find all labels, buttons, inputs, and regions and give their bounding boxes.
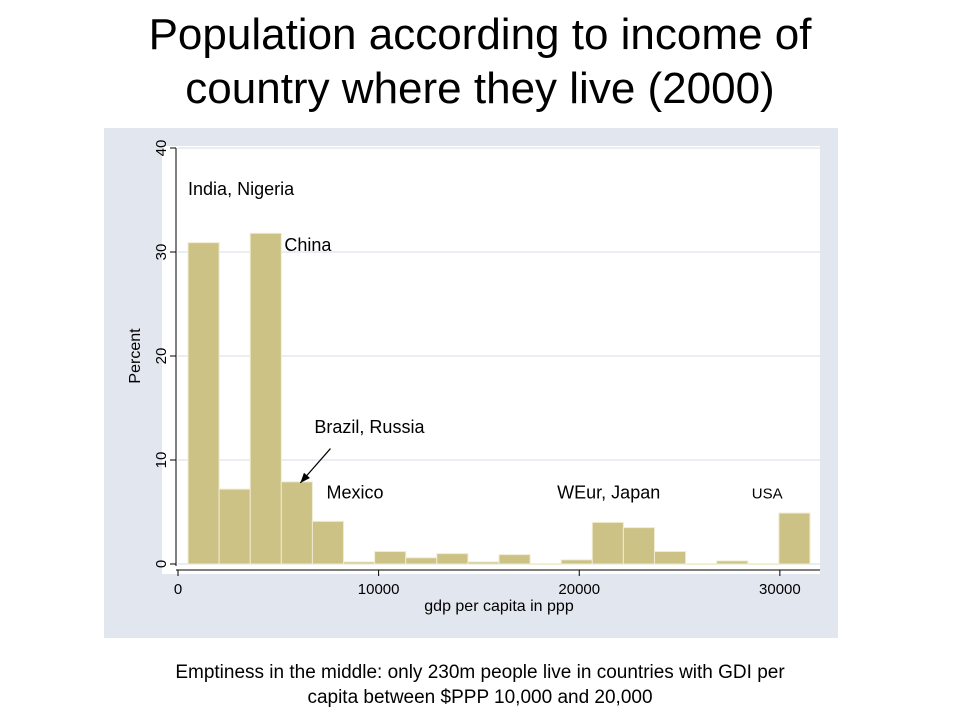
annotation-1: China [284, 235, 332, 255]
bar-7 [405, 557, 438, 565]
bar-1 [218, 488, 251, 565]
bar-6 [374, 551, 407, 565]
y-tick-label-0: 0 [153, 560, 170, 568]
annotation-arrow-head [300, 472, 310, 483]
x-tick-label-0: 0 [174, 581, 182, 598]
caption: Emptiness in the middle: only 230m peopl… [0, 660, 960, 710]
caption-line-2: capita between $PPP 10,000 and 20,000 [307, 687, 653, 708]
bar-14 [622, 527, 655, 565]
histogram-chart: 0 10 20 30 40 0 10000 20000 30000 gdp per capita … [104, 128, 838, 638]
bar-19 [778, 512, 811, 565]
x-axis-label: gdp per capita in ppp [424, 598, 574, 615]
bar-11 [529, 563, 562, 565]
bar-2 [249, 232, 282, 565]
bar-9 [467, 561, 500, 565]
bar-15 [653, 551, 687, 565]
chart-svg: 0 10 20 30 40 0 10000 20000 30000 gdp per capita … [104, 128, 838, 638]
bar-3 [280, 481, 313, 565]
y-tick-label-3: 30 [153, 244, 170, 261]
annotation-0: India, Nigeria [188, 179, 295, 199]
bar-13 [591, 521, 624, 565]
y-axis-label: Percent [127, 328, 144, 384]
x-tick-label-2: 20000 [558, 581, 600, 598]
annotations: India, Nigeria China Brazil, Russia Mexico W… [188, 179, 783, 503]
title-line-2: country where they live (2000) [185, 64, 775, 113]
bar-0 [187, 242, 220, 565]
x-tick-label-3: 30000 [759, 581, 801, 598]
caption-line-1: Emptiness in the middle: only 230m peopl… [175, 662, 785, 683]
y-tick-label-2: 20 [153, 348, 170, 365]
bar-16 [685, 563, 718, 565]
annotation-4: WEur, Japan [557, 482, 660, 502]
y-tick-label-4: 40 [153, 140, 170, 157]
page-title: Population according to income of countr… [0, 8, 960, 116]
annotation-5: USA [752, 485, 783, 502]
bar-8 [436, 553, 469, 565]
bar-4 [311, 520, 345, 565]
title-line-1: Population according to income of [148, 10, 812, 59]
y-tick-label-1: 10 [153, 452, 170, 469]
annotation-2: Brazil, Russia [314, 417, 425, 437]
bar-12 [560, 559, 593, 565]
bar-18 [747, 563, 780, 565]
bar-17 [716, 560, 749, 565]
axes: 0 10 20 30 40 0 10000 20000 30000 gdp per capita … [127, 140, 820, 615]
annotation-3: Mexico [326, 482, 383, 502]
bar-5 [343, 561, 376, 565]
bar-10 [498, 554, 531, 565]
bars [187, 232, 811, 565]
x-tick-label-1: 10000 [358, 581, 400, 598]
